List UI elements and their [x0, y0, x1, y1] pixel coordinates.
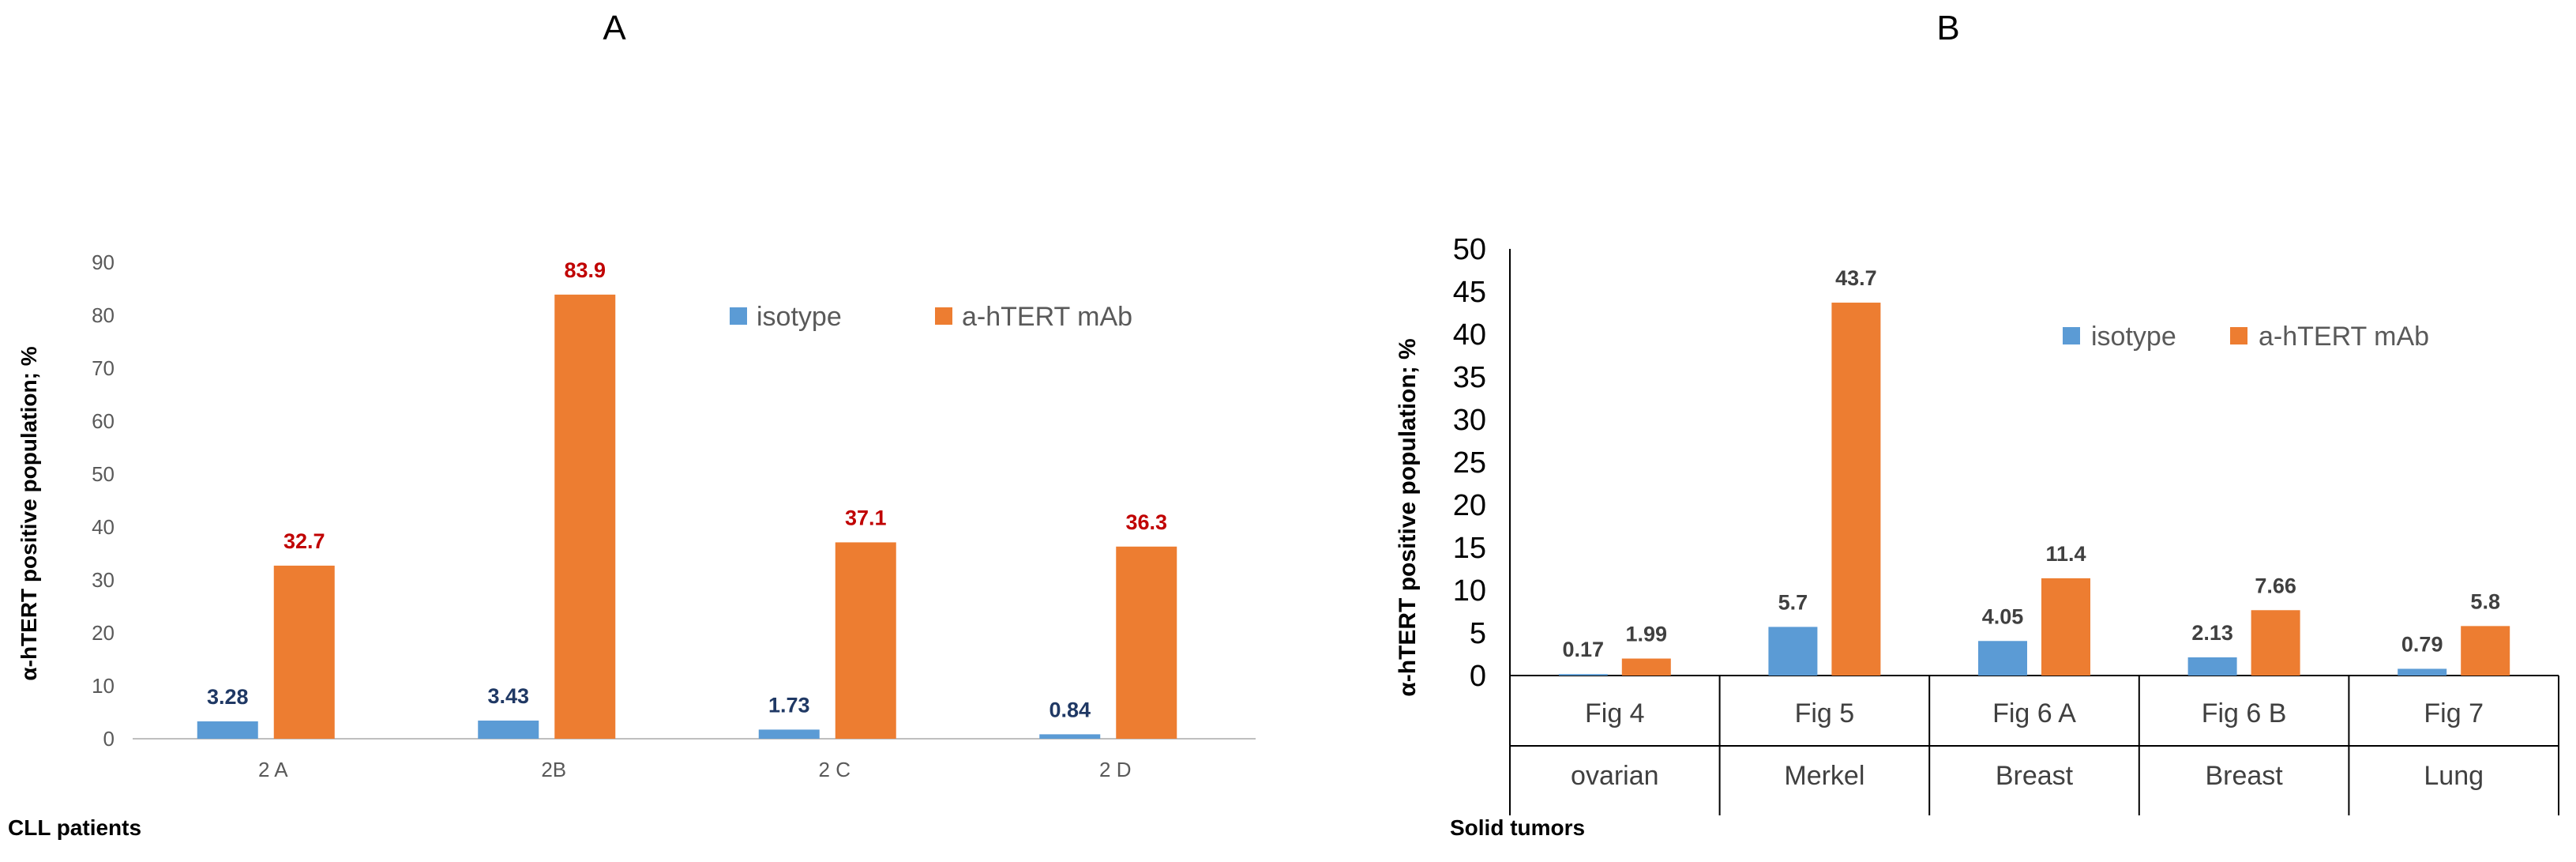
panel-b-label: B — [1936, 9, 1959, 47]
panel-b-y-tick-label: 35 — [1453, 361, 1486, 394]
panel-b-data-label: 5.7 — [1778, 590, 1808, 614]
panel-a-data-label: 83.9 — [564, 258, 606, 282]
panel-b-category-label: Fig 7 — [2424, 698, 2484, 728]
panel-a-chart: A α-hTERT positive population; % CLL pat… — [8, 9, 1256, 840]
panel-a-isotype-bar — [478, 721, 539, 739]
panel-b-y-tick-label: 0 — [1470, 660, 1486, 693]
panel-b-isotype-bar — [1768, 627, 1818, 676]
panel-b-y-tick-label: 30 — [1453, 404, 1486, 437]
panel-a-y-tick-label: 60 — [92, 409, 115, 433]
panel-b-hTERT-bar — [2251, 610, 2300, 676]
panel-b-y-tick-label: 10 — [1453, 574, 1486, 608]
panel-a-category-label: 2B — [541, 758, 566, 781]
panel-b-isotype-bar — [2187, 657, 2237, 676]
panel-a-y-tick-label: 50 — [92, 462, 115, 486]
legend-isotype-label: isotype — [757, 302, 842, 332]
panel-a-y-tick-label: 80 — [92, 303, 115, 327]
panel-b-y-axis-label: α-hTERT positive population; % — [1395, 338, 1421, 696]
panel-a-label: A — [603, 9, 626, 47]
legend-isotype-label: isotype — [2091, 322, 2176, 352]
panel-b-y-tick-label: 25 — [1453, 446, 1486, 480]
panel-b-y-tick-label: 50 — [1453, 233, 1486, 266]
panel-a-hTERT-bar — [554, 294, 616, 739]
panel-a-data-label: 32.7 — [284, 529, 325, 553]
panel-b-subcategory-label: Breast — [2205, 761, 2283, 791]
panel-b-data-label: 4.05 — [1982, 604, 2024, 628]
panel-b-y-tick-label: 45 — [1453, 276, 1486, 309]
panel-b-subcategory-label: ovarian — [1571, 761, 1659, 791]
panel-a-data-label: 1.73 — [768, 693, 810, 717]
panel-b-subcategory-label: Lung — [2424, 761, 2484, 791]
panel-b-data-label: 43.7 — [1835, 266, 1877, 290]
panel-a-y-tick-label: 10 — [92, 674, 115, 698]
panel-a-category-label: 2 C — [819, 758, 851, 781]
legend-hTERT-label: a-hTERT mAb — [962, 302, 1132, 332]
panel-a-data-label: 0.84 — [1049, 698, 1091, 721]
legend-isotype-swatch — [730, 307, 747, 325]
panel-a-y-tick-label: 40 — [92, 515, 115, 539]
panel-a-data-label: 37.1 — [845, 506, 887, 529]
panel-b-data-label: 2.13 — [2191, 621, 2233, 645]
panel-a-hTERT-bar — [1116, 546, 1177, 739]
panel-a-legend: isotype a-hTERT mAb — [730, 302, 1132, 332]
panel-b-category-label: Fig 5 — [1795, 698, 1855, 728]
panel-a-isotype-bar — [197, 721, 258, 739]
legend-hTERT-swatch — [935, 307, 952, 325]
panel-a-y-tick-label: 30 — [92, 568, 115, 592]
panel-a-y-tick-label: 20 — [92, 621, 115, 645]
panel-a-data-label: 36.3 — [1125, 510, 1167, 534]
panel-a-y-axis-label: α-hTERT positive population; % — [17, 346, 41, 680]
panel-b-data-label: 1.99 — [1626, 623, 1668, 646]
panel-b-category-label: Fig 6 A — [1992, 698, 2076, 728]
panel-b-subcategory-label: Merkel — [1784, 761, 1864, 791]
panel-a-isotype-bar — [758, 729, 820, 739]
legend-hTERT-swatch — [2230, 327, 2247, 344]
panel-b-data-label: 0.79 — [2401, 632, 2443, 656]
panel-a-data-label: 3.28 — [207, 685, 249, 709]
panel-b-y-tick-label: 20 — [1453, 489, 1486, 522]
panel-b-hTERT-bar — [2041, 578, 2090, 676]
legend-hTERT-label: a-hTERT mAb — [2259, 322, 2429, 352]
panel-b-y-tick-label: 40 — [1453, 318, 1486, 352]
legend-isotype-swatch — [2063, 327, 2080, 344]
panel-b-isotype-bar — [1558, 674, 1608, 676]
panel-b-subcategory-label: Breast — [1996, 761, 2074, 791]
panel-b-data-label: 11.4 — [2045, 542, 2086, 566]
panel-b-isotype-bar — [2398, 668, 2447, 676]
panel-a-category-label: 2 A — [258, 758, 288, 781]
panel-b-category-label: Fig 4 — [1585, 698, 1645, 728]
panel-b-data-label: 7.66 — [2255, 574, 2296, 597]
panel-b-x-axis-label: Solid tumors — [1450, 815, 1585, 840]
panel-a-y-tick-label: 90 — [92, 250, 115, 274]
panel-a-y-tick-label: 70 — [92, 356, 115, 380]
panel-b-y-tick-label: 5 — [1470, 617, 1486, 650]
panel-a-hTERT-bar — [835, 542, 896, 739]
panel-b-hTERT-bar — [1621, 658, 1671, 676]
panel-a-isotype-bar — [1039, 734, 1101, 739]
panel-a-x-axis-label: CLL patients — [8, 815, 141, 840]
panel-b-data-label: 0.17 — [1563, 638, 1605, 661]
panel-b-hTERT-bar — [2461, 626, 2510, 676]
panel-a-category-label: 2 D — [1099, 758, 1131, 781]
panel-b-data-label: 5.8 — [2470, 589, 2500, 613]
panel-b-chart: B α-hTERT positive population; % Solid t… — [1395, 9, 2559, 840]
panel-a-y-tick-label: 0 — [103, 727, 115, 751]
panel-b-legend: isotype a-hTERT mAb — [2063, 322, 2429, 352]
panel-b-isotype-bar — [1978, 641, 2027, 676]
panel-b-y-tick-label: 15 — [1453, 532, 1486, 565]
panel-b-category-label: Fig 6 B — [2202, 698, 2287, 728]
panel-b-hTERT-bar — [1831, 303, 1881, 676]
panel-a-hTERT-bar — [273, 565, 335, 739]
panel-a-data-label: 3.43 — [487, 684, 529, 708]
